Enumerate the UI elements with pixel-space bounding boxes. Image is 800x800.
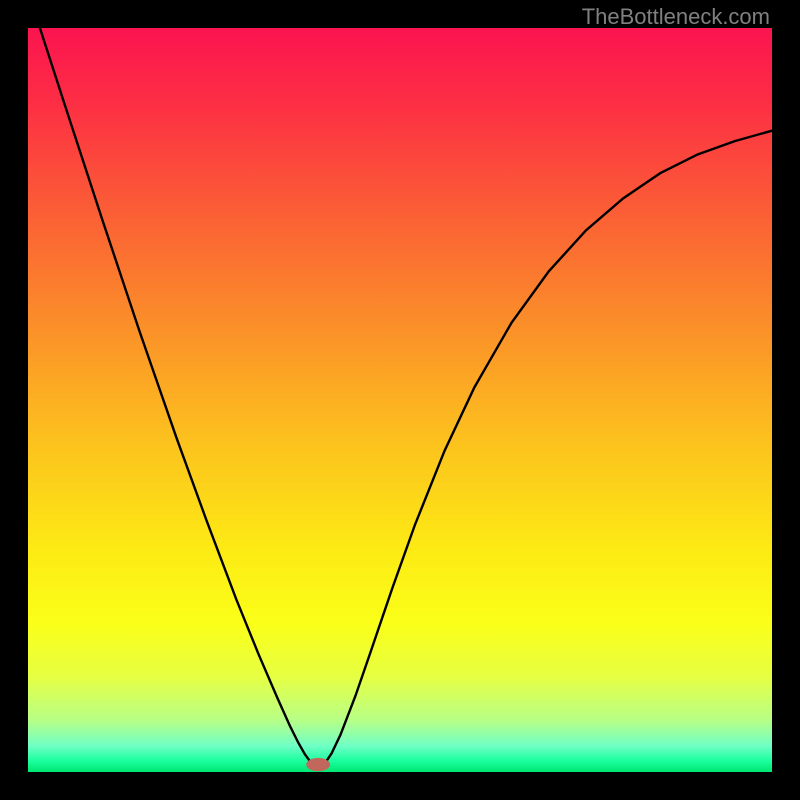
chart-frame: TheBottleneck.com	[0, 0, 800, 800]
watermark-text: TheBottleneck.com	[582, 4, 770, 30]
plot-background	[28, 28, 772, 772]
bottleneck-chart	[0, 0, 800, 800]
minimum-marker	[306, 758, 330, 771]
